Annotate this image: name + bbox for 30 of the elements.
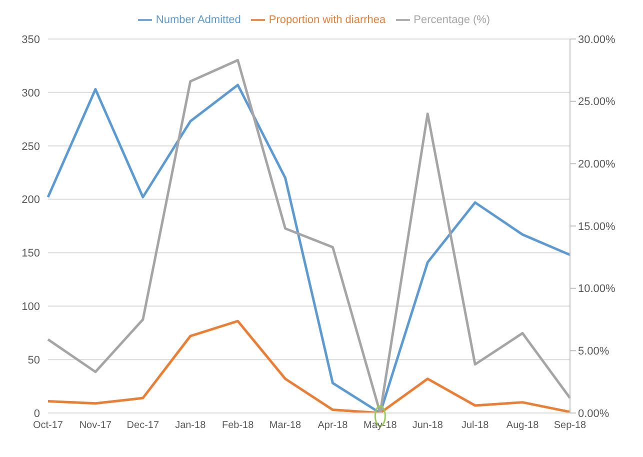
- y-tick-label: 0: [34, 408, 40, 420]
- y2-tick-label: 10.00%: [578, 283, 616, 296]
- y2-tick-label: 25.00%: [578, 96, 616, 108]
- y-tick-label: 250: [22, 140, 40, 153]
- y2-tick-label: 0.00%: [578, 408, 610, 420]
- x-tick-label: Jul-18: [461, 420, 490, 432]
- y-tick-label: 300: [22, 87, 40, 100]
- legend-label: Number Admitted: [156, 14, 241, 26]
- y-tick-label: 350: [22, 34, 40, 46]
- y2-tick-label: 5.00%: [578, 346, 610, 358]
- x-tick-label: Jun-18: [412, 420, 444, 432]
- y2-tick-label: 20.00%: [578, 158, 616, 171]
- x-tick-label: Aug-18: [506, 420, 540, 432]
- x-tick-label: Feb-18: [222, 420, 254, 432]
- x-tick-label: Sep-18: [554, 420, 587, 432]
- x-tick-label: May-18: [364, 420, 398, 432]
- legend-label: Proportion with diarrhea: [268, 14, 386, 26]
- y-tick-label: 150: [22, 248, 40, 260]
- x-tick-label: Jan-18: [175, 420, 206, 432]
- y-tick-label: 50: [28, 354, 40, 366]
- y2-tick-label: 15.00%: [578, 220, 616, 233]
- x-tick-label: Dec-17: [126, 420, 160, 432]
- y-tick-label: 200: [22, 194, 40, 206]
- x-tick-label: Nov-17: [79, 420, 112, 432]
- y2-tick-label: 30.00%: [578, 34, 616, 46]
- x-tick-label: Apr-18: [318, 420, 348, 432]
- legend-label: Percentage (%): [414, 14, 490, 26]
- x-tick-label: Mar-18: [269, 420, 302, 432]
- y-tick-label: 100: [22, 301, 40, 314]
- x-tick-label: Oct-17: [32, 420, 64, 432]
